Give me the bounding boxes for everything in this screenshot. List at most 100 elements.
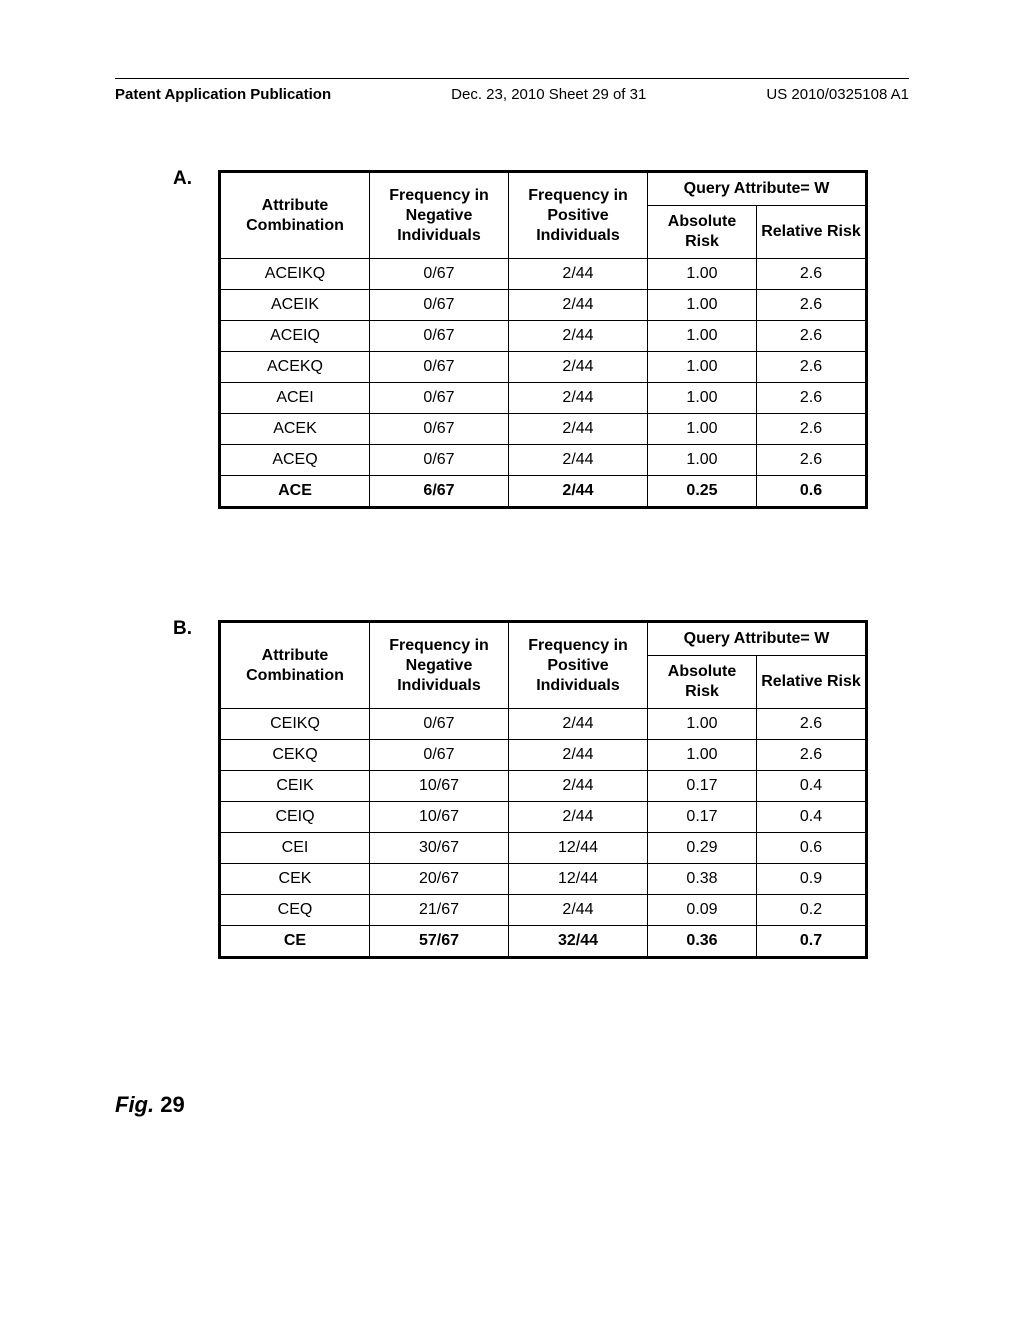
table-cell: 0/67 xyxy=(370,414,509,445)
table-cell: 1.00 xyxy=(648,709,757,740)
table-cell: 2/44 xyxy=(509,740,648,771)
table-row: ACE6/672/440.250.6 xyxy=(220,476,867,508)
th-absolute-risk: Absolute Risk xyxy=(648,656,757,709)
table-row: ACEI0/672/441.002.6 xyxy=(220,383,867,414)
table-cell: 2/44 xyxy=(509,352,648,383)
section-label-b: B. xyxy=(173,618,192,640)
th-absolute-risk: Absolute Risk xyxy=(648,206,757,259)
table-row: ACEIQ0/672/441.002.6 xyxy=(220,321,867,352)
table-cell: CEK xyxy=(220,864,370,895)
th-relative-risk: Relative Risk xyxy=(757,656,867,709)
table-cell: 0/67 xyxy=(370,740,509,771)
th-freq-positive: Frequency in Positive Individuals xyxy=(509,172,648,259)
table-row: CEK20/6712/440.380.9 xyxy=(220,864,867,895)
table-cell: 2/44 xyxy=(509,414,648,445)
table-cell: 0.9 xyxy=(757,864,867,895)
table-cell: 2.6 xyxy=(757,445,867,476)
table-cell: 2.6 xyxy=(757,414,867,445)
th-freq-negative: Frequency in Negative Individuals xyxy=(370,172,509,259)
table-cell: 1.00 xyxy=(648,321,757,352)
figure-label: Fig. 29 xyxy=(115,1092,185,1118)
table-cell: ACEIKQ xyxy=(220,259,370,290)
table-cell: 1.00 xyxy=(648,352,757,383)
table-cell: 2.6 xyxy=(757,321,867,352)
table-cell: 0/67 xyxy=(370,321,509,352)
table-cell: 0.7 xyxy=(757,926,867,958)
table-b-body: CEIKQ0/672/441.002.6CEKQ0/672/441.002.6C… xyxy=(220,709,867,958)
table-cell: 2.6 xyxy=(757,290,867,321)
table-row: ACEIKQ0/672/441.002.6 xyxy=(220,259,867,290)
header-left: Patent Application Publication xyxy=(115,86,331,103)
table-cell: 30/67 xyxy=(370,833,509,864)
page: Patent Application Publication Dec. 23, … xyxy=(0,0,1024,1320)
table-row: ACEKQ0/672/441.002.6 xyxy=(220,352,867,383)
table-cell: 0.6 xyxy=(757,476,867,508)
table-cell: 57/67 xyxy=(370,926,509,958)
header-row: Patent Application Publication Dec. 23, … xyxy=(115,86,909,103)
table-cell: 0.29 xyxy=(648,833,757,864)
table-row: ACEIK0/672/441.002.6 xyxy=(220,290,867,321)
table-cell: 2/44 xyxy=(509,802,648,833)
table-cell: 0.25 xyxy=(648,476,757,508)
table-cell: 2.6 xyxy=(757,709,867,740)
table-a-body: ACEIKQ0/672/441.002.6ACEIK0/672/441.002.… xyxy=(220,259,867,508)
th-attribute-combination: Attribute Combination xyxy=(220,172,370,259)
header-mid: Dec. 23, 2010 Sheet 29 of 31 xyxy=(451,86,646,103)
table-cell: CEKQ xyxy=(220,740,370,771)
th-freq-positive: Frequency in Positive Individuals xyxy=(509,622,648,709)
table-cell: CEQ xyxy=(220,895,370,926)
table-cell: ACEKQ xyxy=(220,352,370,383)
table-cell: 12/44 xyxy=(509,833,648,864)
table-cell: ACEQ xyxy=(220,445,370,476)
table-row: CEKQ0/672/441.002.6 xyxy=(220,740,867,771)
table-cell: 20/67 xyxy=(370,864,509,895)
table-row: CEQ21/672/440.090.2 xyxy=(220,895,867,926)
table-cell: 2.6 xyxy=(757,352,867,383)
table-cell: ACEI xyxy=(220,383,370,414)
table-cell: 10/67 xyxy=(370,771,509,802)
table-b-head: Attribute Combination Frequency in Negat… xyxy=(220,622,867,709)
table-row: CEI30/6712/440.290.6 xyxy=(220,833,867,864)
table-cell: 0/67 xyxy=(370,290,509,321)
table-cell: 2.6 xyxy=(757,259,867,290)
table-cell: 1.00 xyxy=(648,290,757,321)
table-cell: ACEK xyxy=(220,414,370,445)
table-cell: CEIK xyxy=(220,771,370,802)
table-cell: 1.00 xyxy=(648,414,757,445)
table-cell: 1.00 xyxy=(648,445,757,476)
table-cell: 10/67 xyxy=(370,802,509,833)
table-row: CEIK10/672/440.170.4 xyxy=(220,771,867,802)
header-rule xyxy=(115,78,909,79)
table-cell: 2/44 xyxy=(509,383,648,414)
section-label-a: A. xyxy=(173,168,192,190)
table-b-header-row-1: Attribute Combination Frequency in Negat… xyxy=(220,622,867,656)
table-cell: ACEIK xyxy=(220,290,370,321)
table-cell: 0.17 xyxy=(648,802,757,833)
th-freq-negative: Frequency in Negative Individuals xyxy=(370,622,509,709)
table-cell: 0/67 xyxy=(370,259,509,290)
figure-prefix: Fig. xyxy=(115,1092,154,1117)
table-row: CEIKQ0/672/441.002.6 xyxy=(220,709,867,740)
table-row: CEIQ10/672/440.170.4 xyxy=(220,802,867,833)
th-attribute-combination: Attribute Combination xyxy=(220,622,370,709)
table-cell: 2/44 xyxy=(509,321,648,352)
table-cell: 0.6 xyxy=(757,833,867,864)
table-cell: CE xyxy=(220,926,370,958)
table-cell: 2/44 xyxy=(509,445,648,476)
table-cell: CEIKQ xyxy=(220,709,370,740)
table-cell: 0.17 xyxy=(648,771,757,802)
table-cell: 0.4 xyxy=(757,771,867,802)
table-cell: 0/67 xyxy=(370,445,509,476)
th-relative-risk: Relative Risk xyxy=(757,206,867,259)
table-cell: 2/44 xyxy=(509,476,648,508)
th-query-attribute: Query Attribute= W xyxy=(648,622,867,656)
table-cell: 1.00 xyxy=(648,383,757,414)
table-cell: CEIQ xyxy=(220,802,370,833)
table-cell: 6/67 xyxy=(370,476,509,508)
table-cell: 1.00 xyxy=(648,740,757,771)
table-row: ACEQ0/672/441.002.6 xyxy=(220,445,867,476)
table-b: Attribute Combination Frequency in Negat… xyxy=(218,620,868,959)
table-row: CE57/6732/440.360.7 xyxy=(220,926,867,958)
table-cell: 0.2 xyxy=(757,895,867,926)
table-cell: 0/67 xyxy=(370,352,509,383)
